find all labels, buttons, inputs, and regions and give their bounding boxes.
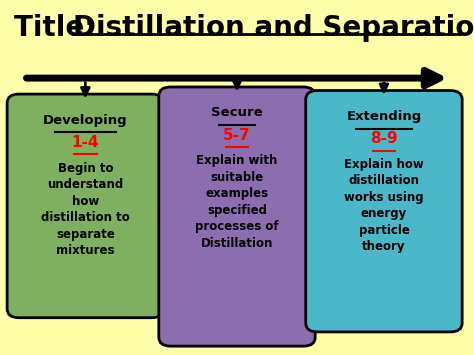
Text: 5-7: 5-7 <box>223 128 251 143</box>
Text: 1-4: 1-4 <box>72 135 99 150</box>
FancyBboxPatch shape <box>306 91 462 332</box>
Text: Extending: Extending <box>346 110 421 123</box>
Text: Title:: Title: <box>14 14 105 42</box>
Text: 8-9: 8-9 <box>370 131 398 146</box>
Text: Explain how
distillation
works using
energy
particle
theory: Explain how distillation works using ene… <box>344 158 424 253</box>
FancyBboxPatch shape <box>159 87 315 346</box>
Text: Developing: Developing <box>43 114 128 127</box>
Text: Begin to
understand
how
distillation to
separate
mixtures: Begin to understand how distillation to … <box>41 162 130 257</box>
Text: Explain with
suitable
examples
specified
processes of
Distillation: Explain with suitable examples specified… <box>195 154 279 250</box>
Text: Distillation and Separation: Distillation and Separation <box>73 14 474 42</box>
Text: Secure: Secure <box>211 106 263 120</box>
FancyBboxPatch shape <box>7 94 164 318</box>
